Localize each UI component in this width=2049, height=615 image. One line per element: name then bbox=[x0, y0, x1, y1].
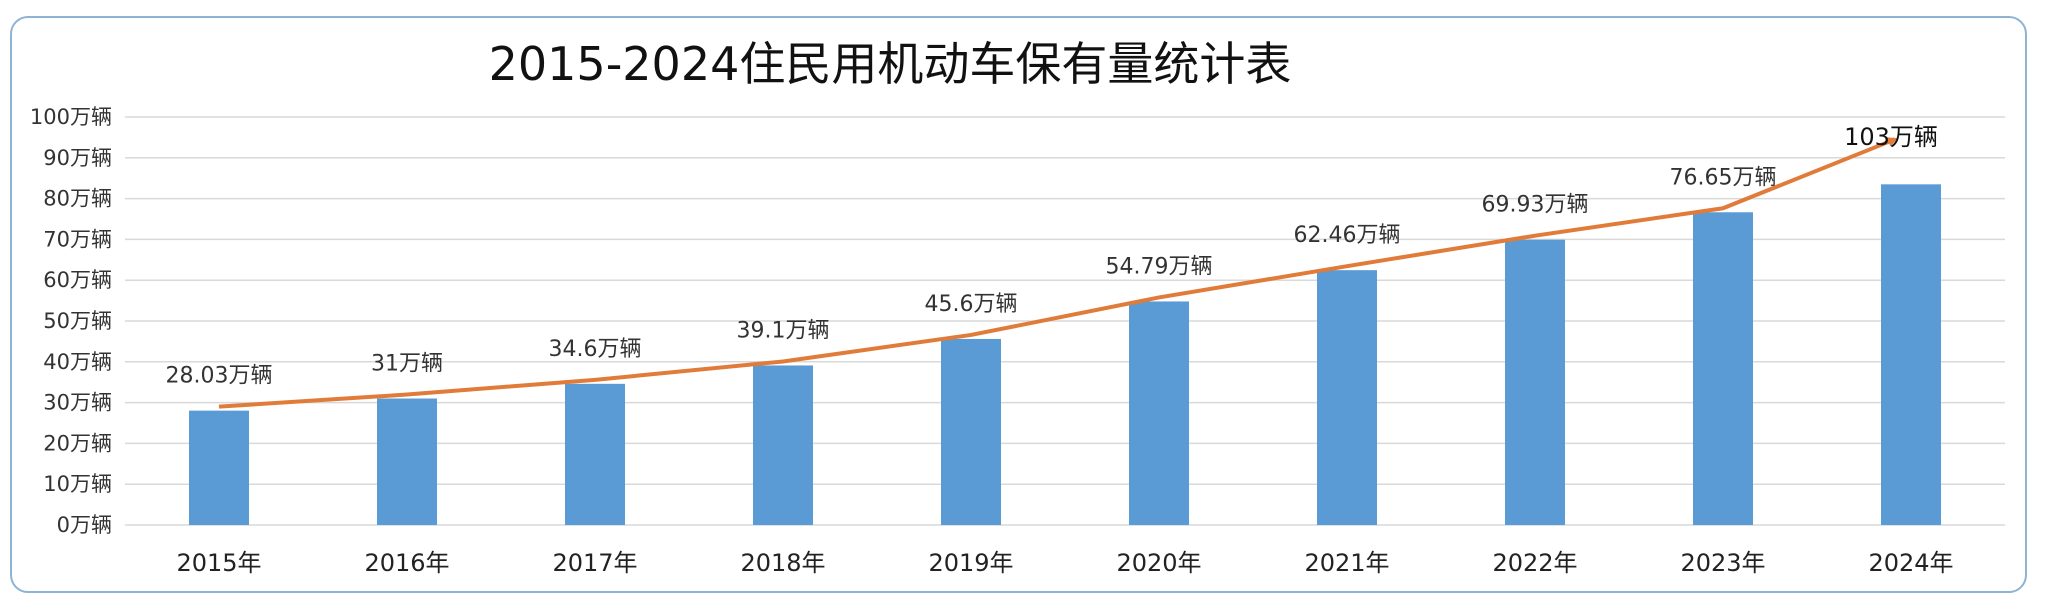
y-tick-label: 10万辆 bbox=[43, 472, 112, 496]
bar bbox=[1693, 212, 1753, 525]
bar bbox=[1317, 270, 1377, 525]
data-label: 39.1万辆 bbox=[737, 318, 830, 343]
x-tick-label: 2015年 bbox=[176, 549, 261, 577]
bar bbox=[1505, 239, 1565, 525]
data-label: 31万辆 bbox=[371, 352, 443, 377]
data-label: 45.6万辆 bbox=[925, 292, 1018, 317]
y-tick-label: 30万辆 bbox=[43, 391, 112, 415]
x-tick-label: 2020年 bbox=[1116, 549, 1201, 577]
bar bbox=[377, 398, 437, 525]
data-label: 76.65万辆 bbox=[1670, 165, 1777, 190]
y-tick-label: 40万辆 bbox=[43, 350, 112, 374]
x-tick-label: 2023年 bbox=[1680, 549, 1765, 577]
data-label: 54.79万辆 bbox=[1106, 254, 1213, 279]
x-tick-label: 2021年 bbox=[1304, 549, 1389, 577]
trend-arrow bbox=[218, 137, 1898, 409]
x-tick-label: 2019年 bbox=[928, 549, 1013, 577]
bar bbox=[1881, 184, 1941, 525]
bar bbox=[941, 338, 1001, 525]
y-tick-label: 90万辆 bbox=[43, 146, 112, 170]
x-tick-label: 2016年 bbox=[364, 549, 449, 577]
y-tick-label: 100万辆 bbox=[30, 105, 112, 129]
y-tick-label: 0万辆 bbox=[57, 513, 112, 537]
data-label: 62.46万辆 bbox=[1294, 223, 1401, 248]
data-label: 28.03万辆 bbox=[166, 364, 273, 389]
x-tick-label: 2022年 bbox=[1492, 549, 1577, 577]
x-tick-label: 2024年 bbox=[1868, 549, 1953, 577]
y-tick-label: 80万辆 bbox=[43, 187, 112, 211]
y-tick-label: 50万辆 bbox=[43, 309, 112, 333]
data-label: 103万辆 bbox=[1844, 123, 1938, 151]
y-tick-label: 70万辆 bbox=[43, 227, 112, 251]
bar bbox=[565, 383, 625, 525]
y-tick-label: 20万辆 bbox=[43, 431, 112, 455]
x-tick-label: 2017年 bbox=[552, 549, 637, 577]
bar bbox=[1129, 301, 1189, 525]
bar bbox=[189, 410, 249, 525]
y-tick-label: 60万辆 bbox=[43, 268, 112, 292]
bar bbox=[753, 365, 813, 525]
data-label: 69.93万辆 bbox=[1482, 193, 1589, 218]
x-tick-label: 2018年 bbox=[740, 549, 825, 577]
data-label: 34.6万辆 bbox=[549, 337, 642, 362]
chart-title: 2015-2024住民用机动车保有量统计表 bbox=[488, 37, 1292, 91]
chart-frame bbox=[10, 16, 2027, 593]
